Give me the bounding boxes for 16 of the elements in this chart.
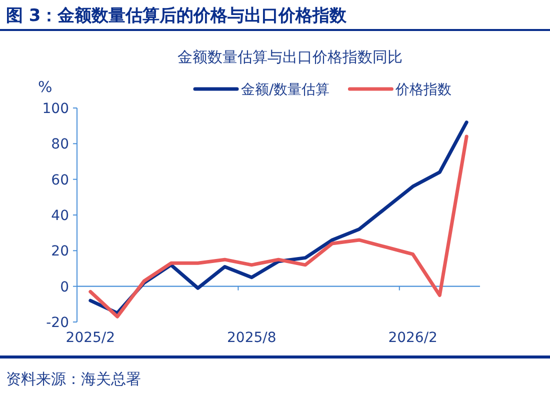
y-tick-label: 80 <box>51 136 69 153</box>
chart-title: 图 3：金额数量估算后的价格与出口价格指数 <box>6 6 348 26</box>
x-tick-label: 2025/2 <box>66 330 116 346</box>
y-tick-label: 20 <box>51 244 69 260</box>
legend-label: 价格指数 <box>394 82 452 98</box>
chart-subtitle: 金额数量估算与出口价格指数同比 <box>178 48 402 66</box>
y-tick-label: 100 <box>42 101 69 117</box>
text: 资料来源：海关总署 <box>6 370 141 388</box>
y-tick-label: 60 <box>51 172 69 188</box>
y-tick-label: 40 <box>51 208 69 224</box>
x-tick-label: 2025/8 <box>227 330 276 346</box>
y-tick-label: 0 <box>60 279 69 296</box>
legend-label: 金额/数量估算 <box>241 82 330 98</box>
x-tick-label: 2026/2 <box>388 330 438 346</box>
y-axis-title: % <box>38 78 52 96</box>
y-tick-label: -20 <box>46 315 69 331</box>
